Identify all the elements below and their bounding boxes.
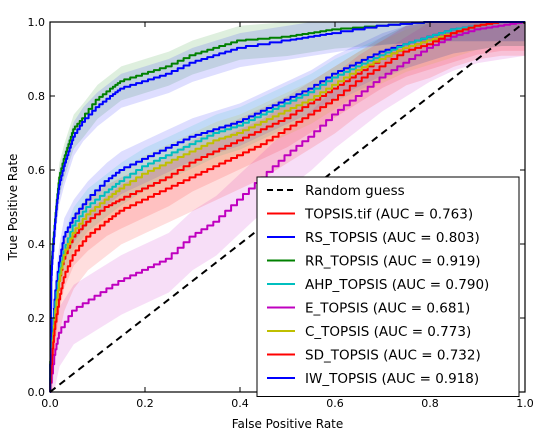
x-tick-label: 0.0 — [41, 397, 59, 410]
legend-label-e-topsis-5: E_TOPSIS (AUC = 0.681) — [305, 301, 470, 317]
legend-label-ahp-topsis-4: AHP_TOPSIS (AUC = 0.790) — [305, 277, 489, 293]
y-tick-label: 0.8 — [28, 90, 46, 103]
x-tick-label: 0.6 — [326, 397, 344, 410]
y-tick-label: 0.4 — [28, 238, 46, 251]
axis-ticks: 0.0 0.2 0.4 0.6 0.8 1.0 0.0 0.2 0.4 0.6 0.8 1.0 — [28, 16, 534, 410]
legend-label-c-topsis-6: C_TOPSIS (AUC = 0.773) — [305, 324, 471, 340]
legend: Random guess TOPSIS.tif (AUC = 0.763) RS_T… — [256, 176, 520, 397]
roc-curves — [49, 21, 525, 393]
legend-label-random-guess-0: Random guess — [305, 183, 405, 199]
band-c-topsis-5 — [50, 22, 525, 392]
y-tick-label: 0.0 — [28, 386, 46, 399]
legend-label-iw-topsis-8: IW_TOPSIS (AUC = 0.918) — [305, 371, 479, 387]
y-tick-label: 0.2 — [28, 312, 46, 325]
legend-box — [256, 176, 520, 397]
curve-sd-topsis-6 — [49, 21, 525, 393]
band-rs-topsis-1 — [50, 22, 525, 392]
curve-iw-topsis-7 — [49, 21, 525, 393]
x-tick-label: 1.0 — [516, 397, 534, 410]
x-tick-label: 0.8 — [421, 397, 439, 410]
y-tick-label: 0.6 — [28, 164, 46, 177]
legend-label-rs-topsis-2: RS_TOPSIS (AUC = 0.803) — [305, 230, 480, 246]
legend-label-sd-topsis-7: SD_TOPSIS (AUC = 0.732) — [305, 348, 481, 364]
curve-c-topsis-5 — [49, 21, 525, 393]
x-tick-label: 0.2 — [136, 397, 154, 410]
x-tick-label: 0.4 — [231, 397, 249, 410]
y-axis-label: True Positive Rate — [6, 154, 20, 262]
band-ahp-topsis-3 — [50, 22, 525, 392]
y-tick-label: 1.0 — [28, 16, 46, 29]
band-topsis-tif-0 — [50, 22, 525, 392]
x-axis-label: False Positive Rate — [232, 417, 344, 431]
legend-label-rr-topsis-3: RR_TOPSIS (AUC = 0.919) — [305, 254, 481, 270]
legend-label-topsis-tif-1: TOPSIS.tif (AUC = 0.763) — [304, 207, 473, 223]
